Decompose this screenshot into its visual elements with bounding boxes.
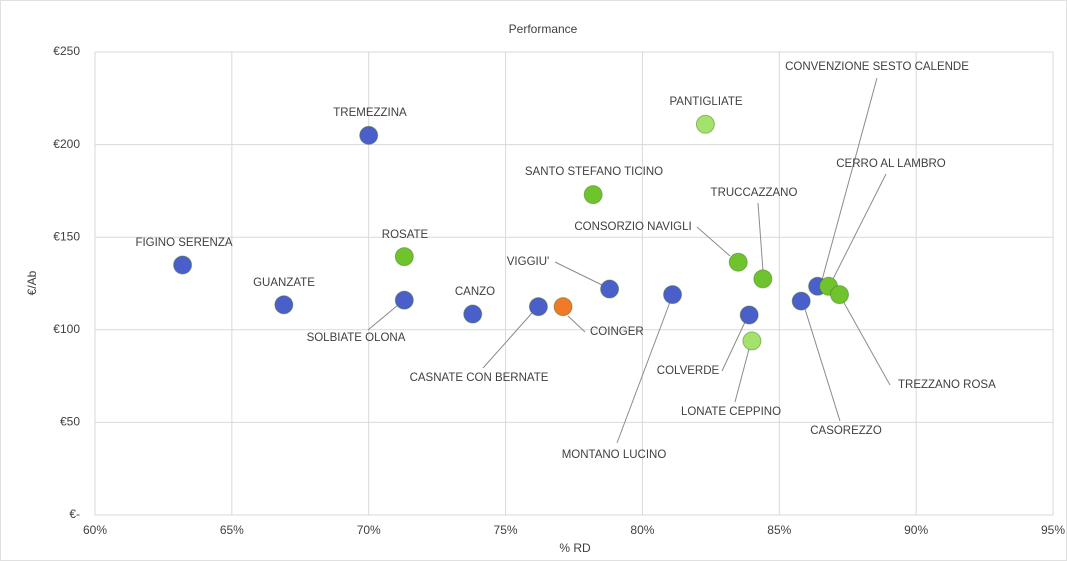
point-label: VIGGIU' bbox=[507, 256, 549, 268]
data-point bbox=[695, 114, 715, 134]
x-tick-label: 95% bbox=[1041, 523, 1065, 537]
point-label: SOLBIATE OLONA bbox=[307, 332, 406, 344]
point-label: TREMEZZINA bbox=[333, 107, 407, 119]
point-label: FIGINO SERENZA bbox=[135, 237, 232, 249]
x-tick-label: 85% bbox=[767, 523, 791, 537]
data-point bbox=[791, 291, 811, 311]
point-label: TRUCCAZZANO bbox=[711, 187, 798, 199]
point-label: MONTANO LUCINO bbox=[562, 449, 667, 461]
data-point bbox=[663, 285, 683, 305]
leader-line bbox=[482, 312, 533, 369]
y-tick-label: €100 bbox=[53, 322, 80, 336]
point-label: CASOREZZO bbox=[810, 425, 882, 437]
data-point bbox=[173, 255, 193, 275]
data-point bbox=[394, 247, 414, 267]
x-tick-label: 90% bbox=[904, 523, 928, 537]
data-point bbox=[742, 331, 762, 351]
x-tick-label: 65% bbox=[220, 523, 244, 537]
y-tick-label: €150 bbox=[53, 229, 80, 243]
data-point bbox=[274, 295, 294, 315]
leader-line bbox=[616, 301, 671, 444]
data-point bbox=[739, 305, 759, 325]
leader-line bbox=[821, 77, 878, 281]
data-point bbox=[600, 279, 620, 299]
leader-line bbox=[696, 226, 731, 257]
data-point bbox=[830, 285, 850, 305]
point-label: SANTO STEFANO TICINO bbox=[525, 166, 663, 178]
data-point bbox=[463, 304, 483, 324]
y-tick-label: €- bbox=[69, 507, 80, 521]
leader-line bbox=[554, 261, 603, 286]
point-label: CONSORZIO NAVIGLI bbox=[574, 221, 691, 233]
point-label: CONVENZIONE SESTO CALENDE bbox=[785, 61, 969, 73]
x-axis-label: % RD bbox=[559, 541, 591, 555]
point-label: ROSATE bbox=[382, 229, 429, 241]
data-point bbox=[553, 297, 573, 317]
point-label: PANTIGLIATE bbox=[669, 96, 742, 108]
x-tick-label: 60% bbox=[83, 523, 107, 537]
y-tick-label: €50 bbox=[60, 415, 80, 429]
y-tick-label: €250 bbox=[53, 44, 80, 58]
point-label: TREZZANO ROSA bbox=[898, 379, 996, 391]
point-label: GUANZATE bbox=[253, 277, 315, 289]
leader-line bbox=[842, 300, 891, 386]
data-point bbox=[728, 252, 748, 272]
x-tick-label: 70% bbox=[357, 523, 381, 537]
point-label: CERRO AL LAMBRO bbox=[836, 158, 946, 170]
point-label: COLVERDE bbox=[657, 365, 720, 377]
x-tick-label: 75% bbox=[494, 523, 518, 537]
point-label: COINGER bbox=[590, 326, 644, 338]
data-point bbox=[753, 269, 773, 289]
point-label: LONATE CEPPINO bbox=[681, 406, 781, 418]
leader-line bbox=[831, 173, 887, 282]
y-axis-label: €/Ab bbox=[25, 270, 39, 295]
leader-line bbox=[804, 308, 841, 422]
leader-line bbox=[367, 304, 399, 331]
leader-line bbox=[734, 348, 750, 403]
point-label: CASNATE CON BERNATE bbox=[410, 372, 549, 384]
leader-line bbox=[567, 315, 586, 333]
y-tick-label: €200 bbox=[53, 137, 80, 151]
data-point bbox=[583, 185, 603, 205]
chart-title: Performance bbox=[509, 22, 578, 36]
data-point bbox=[528, 297, 548, 317]
data-point bbox=[394, 290, 414, 310]
x-tick-label: 80% bbox=[630, 523, 654, 537]
leader-line bbox=[721, 321, 746, 372]
leader-line bbox=[757, 202, 764, 272]
point-label: CANZO bbox=[455, 286, 495, 298]
data-point bbox=[359, 125, 379, 145]
